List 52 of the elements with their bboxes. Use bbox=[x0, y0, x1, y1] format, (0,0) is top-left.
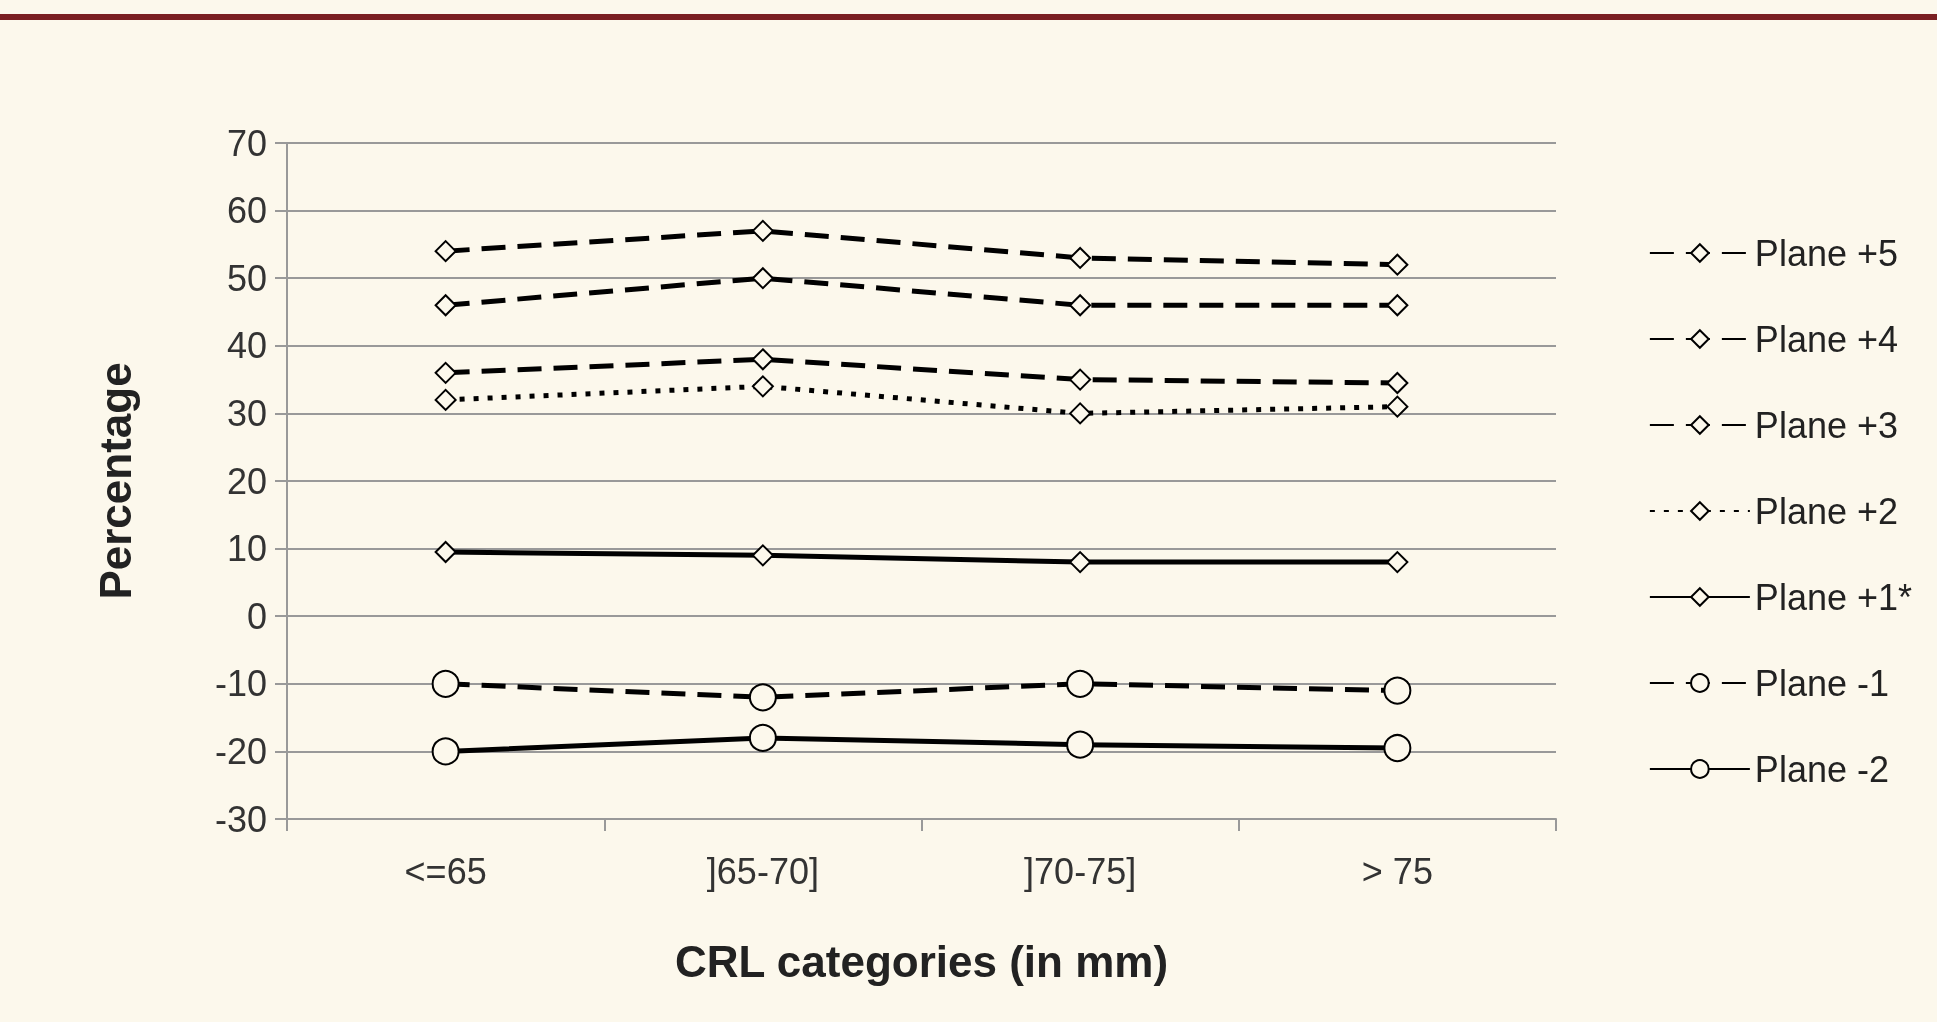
x-tick-label: <=65 bbox=[404, 850, 487, 892]
point bbox=[1066, 730, 1095, 759]
legend-label: Plane -1 bbox=[1754, 662, 1889, 704]
y-tick-label: -30 bbox=[214, 798, 267, 840]
point bbox=[751, 219, 774, 242]
point bbox=[431, 737, 460, 766]
y-tick-label: 60 bbox=[226, 190, 267, 232]
legend-label: Plane +5 bbox=[1754, 232, 1898, 274]
legend-label: Plane +4 bbox=[1754, 318, 1898, 360]
point bbox=[434, 361, 457, 384]
point bbox=[1383, 734, 1412, 763]
point bbox=[751, 544, 774, 567]
point bbox=[431, 669, 460, 698]
point bbox=[751, 348, 774, 371]
y-tick-label: 70 bbox=[226, 122, 267, 164]
point bbox=[1383, 676, 1412, 705]
y-tick-label: 0 bbox=[246, 595, 267, 637]
y-tick-label: 20 bbox=[226, 460, 267, 502]
point bbox=[748, 723, 777, 752]
y-tick-label: 10 bbox=[226, 528, 267, 570]
point bbox=[751, 267, 774, 290]
y-tick-label: 40 bbox=[226, 325, 267, 367]
point bbox=[434, 388, 457, 411]
y-tick-label: -10 bbox=[214, 663, 267, 705]
point bbox=[1069, 551, 1092, 574]
point bbox=[751, 375, 774, 398]
point bbox=[1069, 402, 1092, 425]
x-tick-label: ]65-70] bbox=[706, 850, 819, 892]
legend-label: Plane +1* bbox=[1754, 576, 1913, 618]
point bbox=[748, 683, 777, 712]
y-tick-label: 30 bbox=[226, 392, 267, 434]
x-tick-label: ]70-75] bbox=[1024, 850, 1137, 892]
point bbox=[1069, 294, 1092, 317]
point bbox=[1386, 371, 1409, 394]
point bbox=[434, 540, 457, 563]
point bbox=[1069, 246, 1092, 269]
point bbox=[1386, 253, 1409, 276]
y-tick-label: -20 bbox=[214, 730, 267, 772]
point bbox=[434, 240, 457, 263]
point bbox=[1386, 551, 1409, 574]
legend-label: Plane +2 bbox=[1754, 490, 1898, 532]
x-axis-title: CRL categories (in mm) bbox=[674, 936, 1169, 986]
point bbox=[1069, 368, 1092, 391]
point bbox=[1066, 669, 1095, 698]
legend-label: Plane -2 bbox=[1754, 748, 1889, 790]
point bbox=[1386, 294, 1409, 317]
point bbox=[434, 294, 457, 317]
y-tick-label: 50 bbox=[226, 257, 267, 299]
legend-label: Plane +3 bbox=[1754, 404, 1898, 446]
point bbox=[1386, 395, 1409, 418]
y-axis-title: Percentage bbox=[90, 362, 140, 600]
x-tick-label: > 75 bbox=[1361, 850, 1433, 892]
